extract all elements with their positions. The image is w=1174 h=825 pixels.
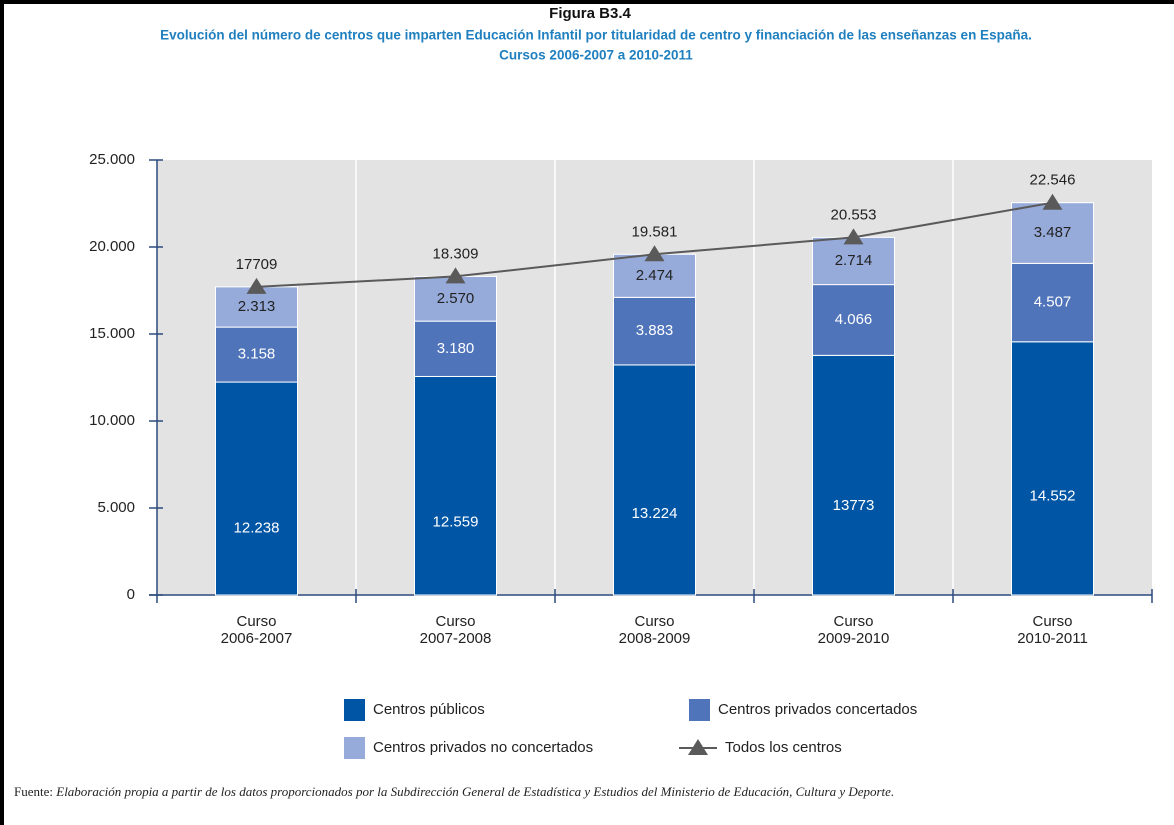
total-marker xyxy=(246,277,267,294)
data-label: 4.507 xyxy=(1034,294,1072,311)
total-label: 22.546 xyxy=(1030,172,1076,189)
legend-label: Centros públicos xyxy=(373,701,485,718)
x-tick-label: Curso 2006-2007 xyxy=(221,613,293,647)
source-label: Fuente: xyxy=(14,784,53,799)
data-label: 2.714 xyxy=(835,252,873,269)
data-label: 3.158 xyxy=(238,346,276,363)
source-note: Fuente: Elaboración propia a partir de l… xyxy=(14,782,1154,801)
bar-segment xyxy=(812,236,895,286)
x-tick-label: Curso 2009-2010 xyxy=(818,613,890,647)
total-label: 18.309 xyxy=(433,245,479,262)
y-tick-label: 10.000 xyxy=(89,412,135,429)
data-label: 14.552 xyxy=(1030,487,1076,504)
y-tick-label: 25.000 xyxy=(89,151,135,168)
bar-segment xyxy=(1011,341,1094,596)
total-marker xyxy=(445,267,466,284)
data-label: 3.180 xyxy=(437,340,475,357)
bar-segment xyxy=(613,253,696,298)
chart-subtitle: Cursos 2006-2007 a 2010-2011 xyxy=(499,48,693,63)
data-label: 3.487 xyxy=(1034,224,1072,241)
x-tick-label: Curso 2007-2008 xyxy=(420,613,492,647)
total-label: 19.581 xyxy=(632,223,678,240)
legend-swatch xyxy=(344,737,365,759)
y-tick-label: 20.000 xyxy=(89,238,135,255)
data-label: 12.559 xyxy=(433,514,479,531)
x-tick-label: Curso 2010-2011 xyxy=(1017,613,1088,647)
legend-marker xyxy=(688,739,708,755)
data-label: 4.066 xyxy=(835,311,873,328)
source-text: Elaboración propia a partir de los datos… xyxy=(56,784,895,799)
bar-segment xyxy=(1011,202,1094,264)
bar-segment xyxy=(215,326,298,383)
bar-segment xyxy=(613,364,696,596)
y-tick-label: 0 xyxy=(127,586,135,603)
bar-segment xyxy=(812,284,895,356)
y-tick-label: 5.000 xyxy=(97,499,135,516)
chart: Figura B3.4 Evolución del número de cent… xyxy=(89,5,1153,759)
total-marker xyxy=(843,228,864,245)
data-label: 12.238 xyxy=(234,519,280,536)
data-label: 13.224 xyxy=(632,505,678,522)
total-label: 17709 xyxy=(236,256,278,273)
total-label: 20.553 xyxy=(831,206,877,223)
chart-title: Figura B3.4 xyxy=(549,5,631,22)
bar-segment xyxy=(414,320,497,377)
legend-swatch xyxy=(689,699,710,721)
bar-segment xyxy=(613,296,696,366)
chart-subtitle: Evolución del número de centros que impa… xyxy=(160,28,1032,43)
data-label: 2.570 xyxy=(437,290,475,307)
x-tick-label: Curso 2008-2009 xyxy=(619,613,691,647)
total-marker xyxy=(644,245,665,262)
legend-label: Centros privados no concertados xyxy=(373,739,593,756)
legend-swatch xyxy=(344,699,365,721)
total-marker xyxy=(1042,193,1063,210)
data-label: 2.474 xyxy=(636,267,674,284)
y-tick-label: 15.000 xyxy=(89,325,135,342)
legend-label: Centros privados concertados xyxy=(718,701,917,718)
data-label: 3.883 xyxy=(636,322,674,339)
bar-segment xyxy=(812,354,895,596)
bar-segment xyxy=(1011,262,1094,343)
bar-segment xyxy=(215,381,298,596)
data-label: 2.313 xyxy=(238,298,276,315)
bar-segment xyxy=(414,375,497,596)
legend-label: Todos los centros xyxy=(725,739,842,756)
bar-segment xyxy=(414,275,497,322)
data-label: 13773 xyxy=(833,497,875,514)
